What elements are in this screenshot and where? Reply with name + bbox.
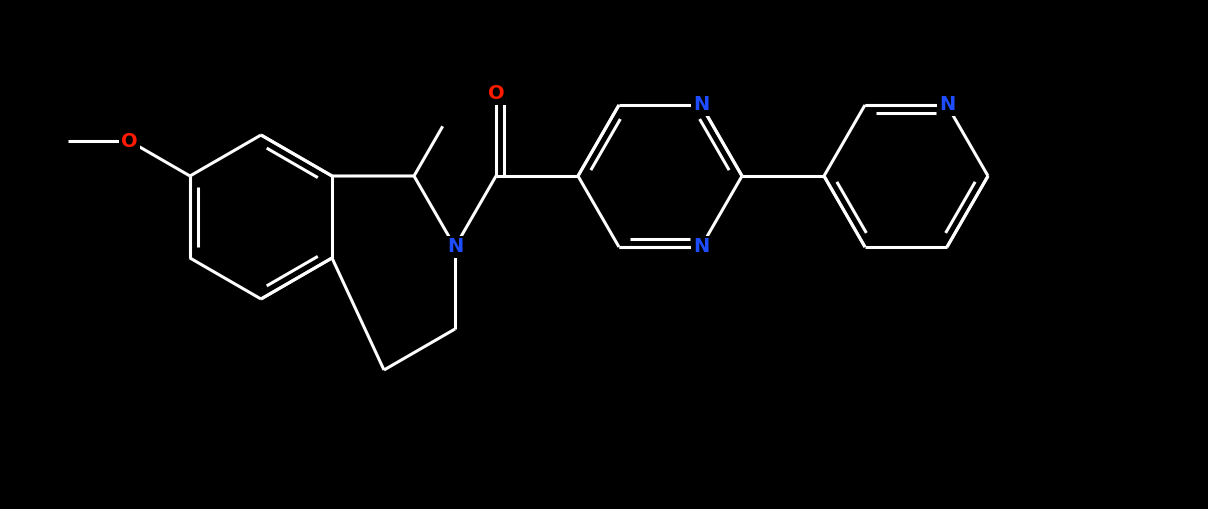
Text: N: N: [447, 238, 463, 257]
Text: O: O: [121, 132, 138, 151]
Text: N: N: [939, 96, 956, 115]
Text: O: O: [488, 84, 504, 103]
Text: N: N: [693, 96, 709, 115]
Text: N: N: [693, 238, 709, 257]
